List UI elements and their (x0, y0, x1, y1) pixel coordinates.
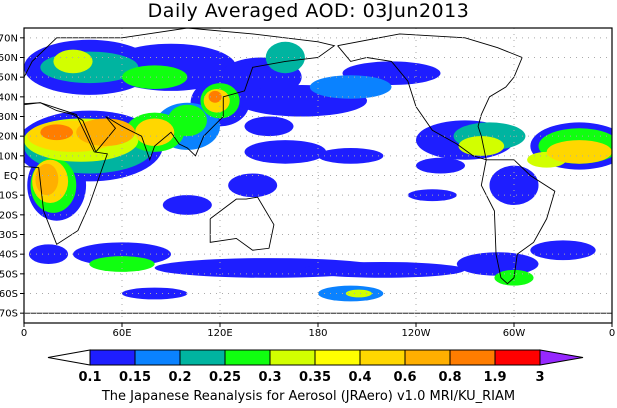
colorbar-box (404, 349, 451, 366)
longitude-labels: 0 60E 120E 180 120W 60W 0 (21, 323, 615, 339)
aod-contour (244, 140, 327, 164)
gridlines (24, 28, 612, 323)
colorbar-box (359, 349, 406, 366)
aod-contour (228, 173, 278, 198)
colorbar-label: 0.4 (348, 370, 371, 385)
aod-contour (40, 124, 73, 141)
colorbar-box (269, 349, 316, 366)
latitude-label: 30S (0, 230, 18, 241)
aod-contour (458, 136, 505, 156)
longitude-label: 0 (609, 328, 615, 339)
aod-contour (122, 287, 188, 300)
aod-contour (301, 262, 465, 278)
map-title: Daily Averaged AOD: 03Jun2013 (147, 0, 470, 22)
latitude-label: 60S (0, 289, 18, 300)
colorbar-label: 0.25 (209, 370, 241, 385)
aod-contour (162, 195, 212, 215)
aod-contour (208, 90, 222, 103)
aod-contour (309, 75, 392, 99)
latitude-label: 20N (0, 132, 18, 143)
colorbar-above-triangle (539, 349, 584, 366)
colorbar-label: 1.9 (483, 370, 506, 385)
aod-contour (167, 104, 207, 137)
colorbar: 0.1 0.15 0.2 0.25 0.3 0.35 0.4 0.6 0.8 1.9 3 (47, 349, 584, 385)
coastline (480, 159, 556, 285)
colorbar-box (224, 349, 271, 366)
colorbar-label: 0.1 (78, 370, 101, 385)
aod-contour (122, 65, 188, 89)
coastline (24, 28, 336, 162)
colorbar-box (449, 349, 496, 366)
colorbar-box (314, 349, 361, 366)
credit-line: The Japanese Reanalysis for Aerosol (JRA… (101, 389, 516, 404)
colorbar-box (89, 349, 136, 366)
aod-contour (530, 240, 596, 261)
coastline (209, 196, 275, 251)
longitude-label: 180 (308, 328, 327, 339)
aod-contour (135, 118, 175, 146)
aod-field (24, 39, 612, 302)
aod-contour (244, 116, 294, 137)
coastline (337, 33, 523, 161)
longitude-label: 120E (207, 328, 232, 339)
latitude-label: 40N (0, 92, 18, 103)
longitude-label: 60W (503, 328, 526, 339)
latitude-label: 10S (0, 191, 18, 202)
aod-contour (416, 157, 465, 174)
latitude-label: 50N (0, 73, 18, 84)
colorbar-label: 0.15 (119, 370, 151, 385)
aod-contour (546, 140, 612, 164)
colorbar-label: 0.6 (393, 370, 416, 385)
latitude-labels: 70N 60N 50N 40N 30N 20N 10N EQ 10S 20S 30S 40S 50S 60… (0, 33, 24, 320)
colorbar-label: 0.8 (438, 370, 461, 385)
colorbar-below-triangle (47, 349, 91, 366)
colorbar-box (179, 349, 226, 366)
latitude-label: 70S (0, 309, 18, 320)
latitude-label: 20S (0, 210, 18, 221)
latitude-label: 50S (0, 269, 18, 280)
latitude-label: EQ (4, 171, 18, 182)
latitude-label: 30N (0, 112, 18, 123)
longitude-label: 0 (21, 328, 27, 339)
aod-contour (318, 147, 384, 164)
colorbar-label: 0.2 (168, 370, 191, 385)
colorbar-box (494, 349, 541, 366)
latitude-label: 40S (0, 250, 18, 261)
longitude-label: 60E (112, 328, 131, 339)
longitude-label: 120W (402, 328, 431, 339)
aod-contour (89, 256, 155, 272)
colorbar-label: 0.35 (299, 370, 331, 385)
colorbar-label: 3 (535, 370, 544, 385)
aod-contour (345, 289, 372, 298)
aod-contour (489, 165, 539, 205)
latitude-label: 10N (0, 151, 18, 162)
latitude-label: 60N (0, 53, 18, 64)
latitude-label: 70N (0, 33, 18, 44)
aod-contour (265, 41, 305, 74)
aod-contour (53, 49, 93, 74)
colorbar-box (134, 349, 181, 366)
colorbar-label: 0.3 (258, 370, 281, 385)
